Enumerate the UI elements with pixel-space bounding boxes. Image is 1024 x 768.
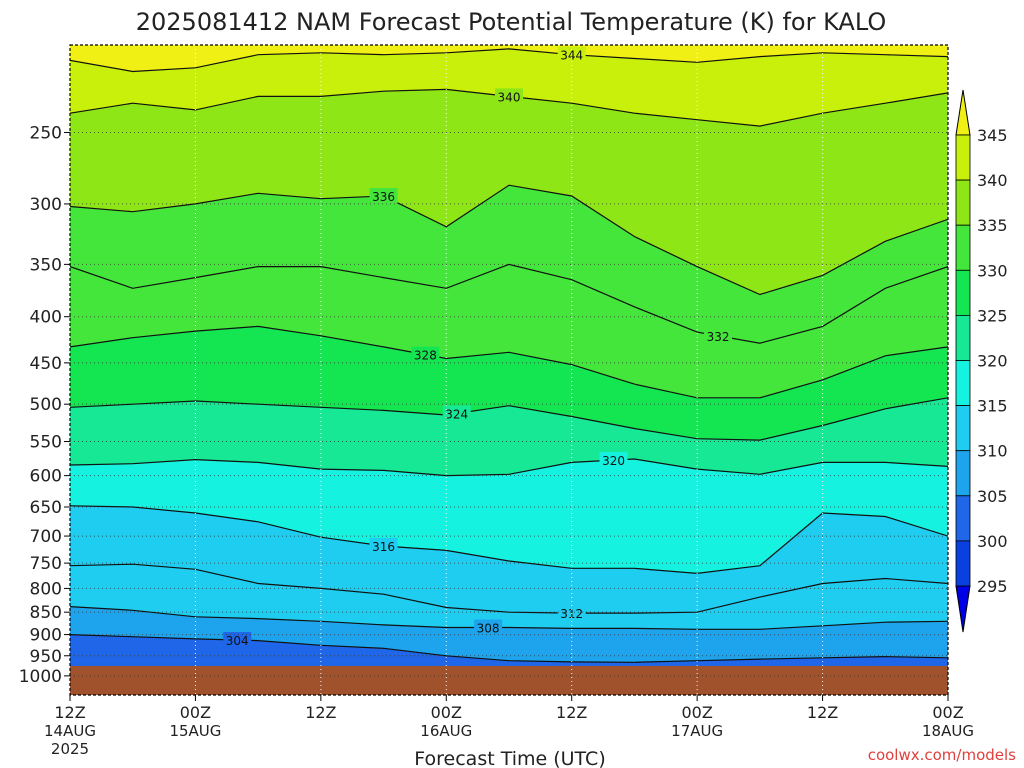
colorbar-segment (955, 134, 971, 181)
y-tick-label: 350 (30, 255, 62, 275)
contour-label-group-332: 332 (704, 327, 733, 344)
x-tick-date: 14AUG (44, 722, 96, 740)
contour-label-308: 308 (477, 622, 500, 636)
contour-label-332: 332 (707, 330, 730, 344)
y-tick-label: 650 (30, 498, 62, 518)
colorbar-segment (955, 269, 971, 316)
colorbar-arrow-bottom (955, 585, 971, 633)
contour-line-312 (70, 563, 948, 614)
colorbar-segment (955, 314, 971, 361)
y-tick-label: 700 (30, 527, 62, 547)
contour-label-336: 336 (372, 190, 395, 204)
colorbar-label: 305 (977, 487, 1008, 506)
contour-line-336 (70, 184, 948, 296)
contour-label-group-316: 316 (369, 538, 398, 554)
colorbar-label: 335 (977, 216, 1008, 235)
x-tick-date: 15AUG (169, 722, 221, 740)
y-tick-label: 550 (30, 433, 62, 453)
contour-label-316: 316 (372, 540, 395, 554)
contour-line-332 (70, 263, 948, 344)
x-tick-label: 12Z (556, 703, 587, 722)
colorbar-label: 330 (977, 261, 1008, 280)
x-tick-label: 00Z (180, 703, 211, 722)
contour-label-320: 320 (602, 454, 625, 468)
colorbar-segment (955, 224, 971, 271)
colorbar-segment (955, 179, 971, 226)
y-tick-label: 750 (30, 554, 62, 574)
colorbar-label: 310 (977, 442, 1008, 461)
contour-line-304 (70, 634, 948, 663)
y-tick-label: 850 (30, 603, 62, 623)
y-tick-label: 300 (30, 195, 62, 215)
contour-label-group-336: 336 (369, 188, 398, 204)
y-tick-label: 900 (30, 626, 62, 646)
contour-label-324: 324 (445, 407, 468, 421)
colorbar-segment (955, 405, 971, 452)
colorbar-label: 295 (977, 577, 1008, 596)
contour-label-344: 344 (560, 49, 583, 63)
x-tick-date: 18AUG (922, 722, 974, 740)
x-tick-date: 17AUG (671, 722, 723, 740)
contour-line-344 (70, 48, 948, 73)
colorbar-arrow-top (955, 89, 971, 136)
ground-fill (70, 665, 948, 695)
colorbar-label: 345 (977, 126, 1008, 145)
contour-label-304: 304 (226, 634, 249, 648)
x-tick-label: 00Z (681, 703, 712, 722)
x-tick-label: 12Z (807, 703, 838, 722)
y-tick-label: 400 (30, 308, 62, 328)
contour-line-316 (70, 505, 948, 575)
colorbar-segment (955, 360, 971, 406)
contour-label-group-324: 324 (442, 405, 471, 421)
contour-line-328 (70, 325, 948, 399)
contour-line-324 (70, 397, 948, 441)
chart-title: 2025081412 NAM Forecast Potential Temper… (136, 8, 887, 36)
x-tick-label: 12Z (54, 703, 85, 722)
contour-label-340: 340 (498, 90, 521, 104)
plot-frame (69, 44, 949, 696)
colorbar: 295 300 305 310 315 320 325 330 335 340 345 (955, 89, 1008, 633)
colorbar-label: 315 (977, 397, 1008, 416)
colorbar-segment (955, 495, 971, 542)
y-tick-label: 450 (30, 354, 62, 374)
plot-area: 344 340 336 332 328 324 320 316 312 308 304 (70, 45, 948, 695)
colorbar-label: 320 (977, 352, 1008, 371)
y-tick-label: 250 (30, 123, 62, 143)
colorbar-segment (955, 450, 971, 497)
y-tick-label: 950 (30, 647, 62, 667)
contour-line-320 (70, 458, 948, 477)
colorbar-label: 325 (977, 306, 1008, 325)
x-tick-year: 2025 (51, 740, 89, 758)
y-tick-label: 1000 (19, 667, 62, 687)
x-tick-label: 00Z (932, 703, 963, 722)
contour-label-group-328: 328 (411, 346, 440, 363)
contour-label-group-344: 344 (557, 46, 586, 63)
x-tick-label: 12Z (305, 703, 336, 722)
contour-label-328: 328 (414, 349, 437, 363)
contour-label-group-340: 340 (495, 88, 523, 104)
y-tick-label: 800 (30, 579, 62, 599)
contour-line-308 (70, 606, 948, 630)
x-axis-label: Forecast Time (UTC) (414, 748, 605, 768)
y-tick-label: 600 (30, 467, 62, 487)
contour-label-group-320: 320 (599, 452, 628, 468)
axes: 250 300 350 400 450 500 550 600 650 700 750 800 850 9… (19, 44, 974, 758)
contour-label-group-304: 304 (223, 632, 252, 648)
y-tick-label: 500 (30, 395, 62, 415)
contour-label-312: 312 (560, 607, 583, 621)
colorbar-label: 340 (977, 171, 1008, 190)
colorbar-segment (955, 540, 971, 587)
x-tick-date: 16AUG (420, 722, 472, 740)
x-tick-label: 00Z (431, 703, 462, 722)
colorbar-label: 300 (977, 532, 1008, 551)
contour-label-group-308: 308 (474, 619, 503, 636)
credit-text: coolwx.com/models (868, 746, 1016, 764)
contour-label-group-312: 312 (557, 605, 586, 621)
